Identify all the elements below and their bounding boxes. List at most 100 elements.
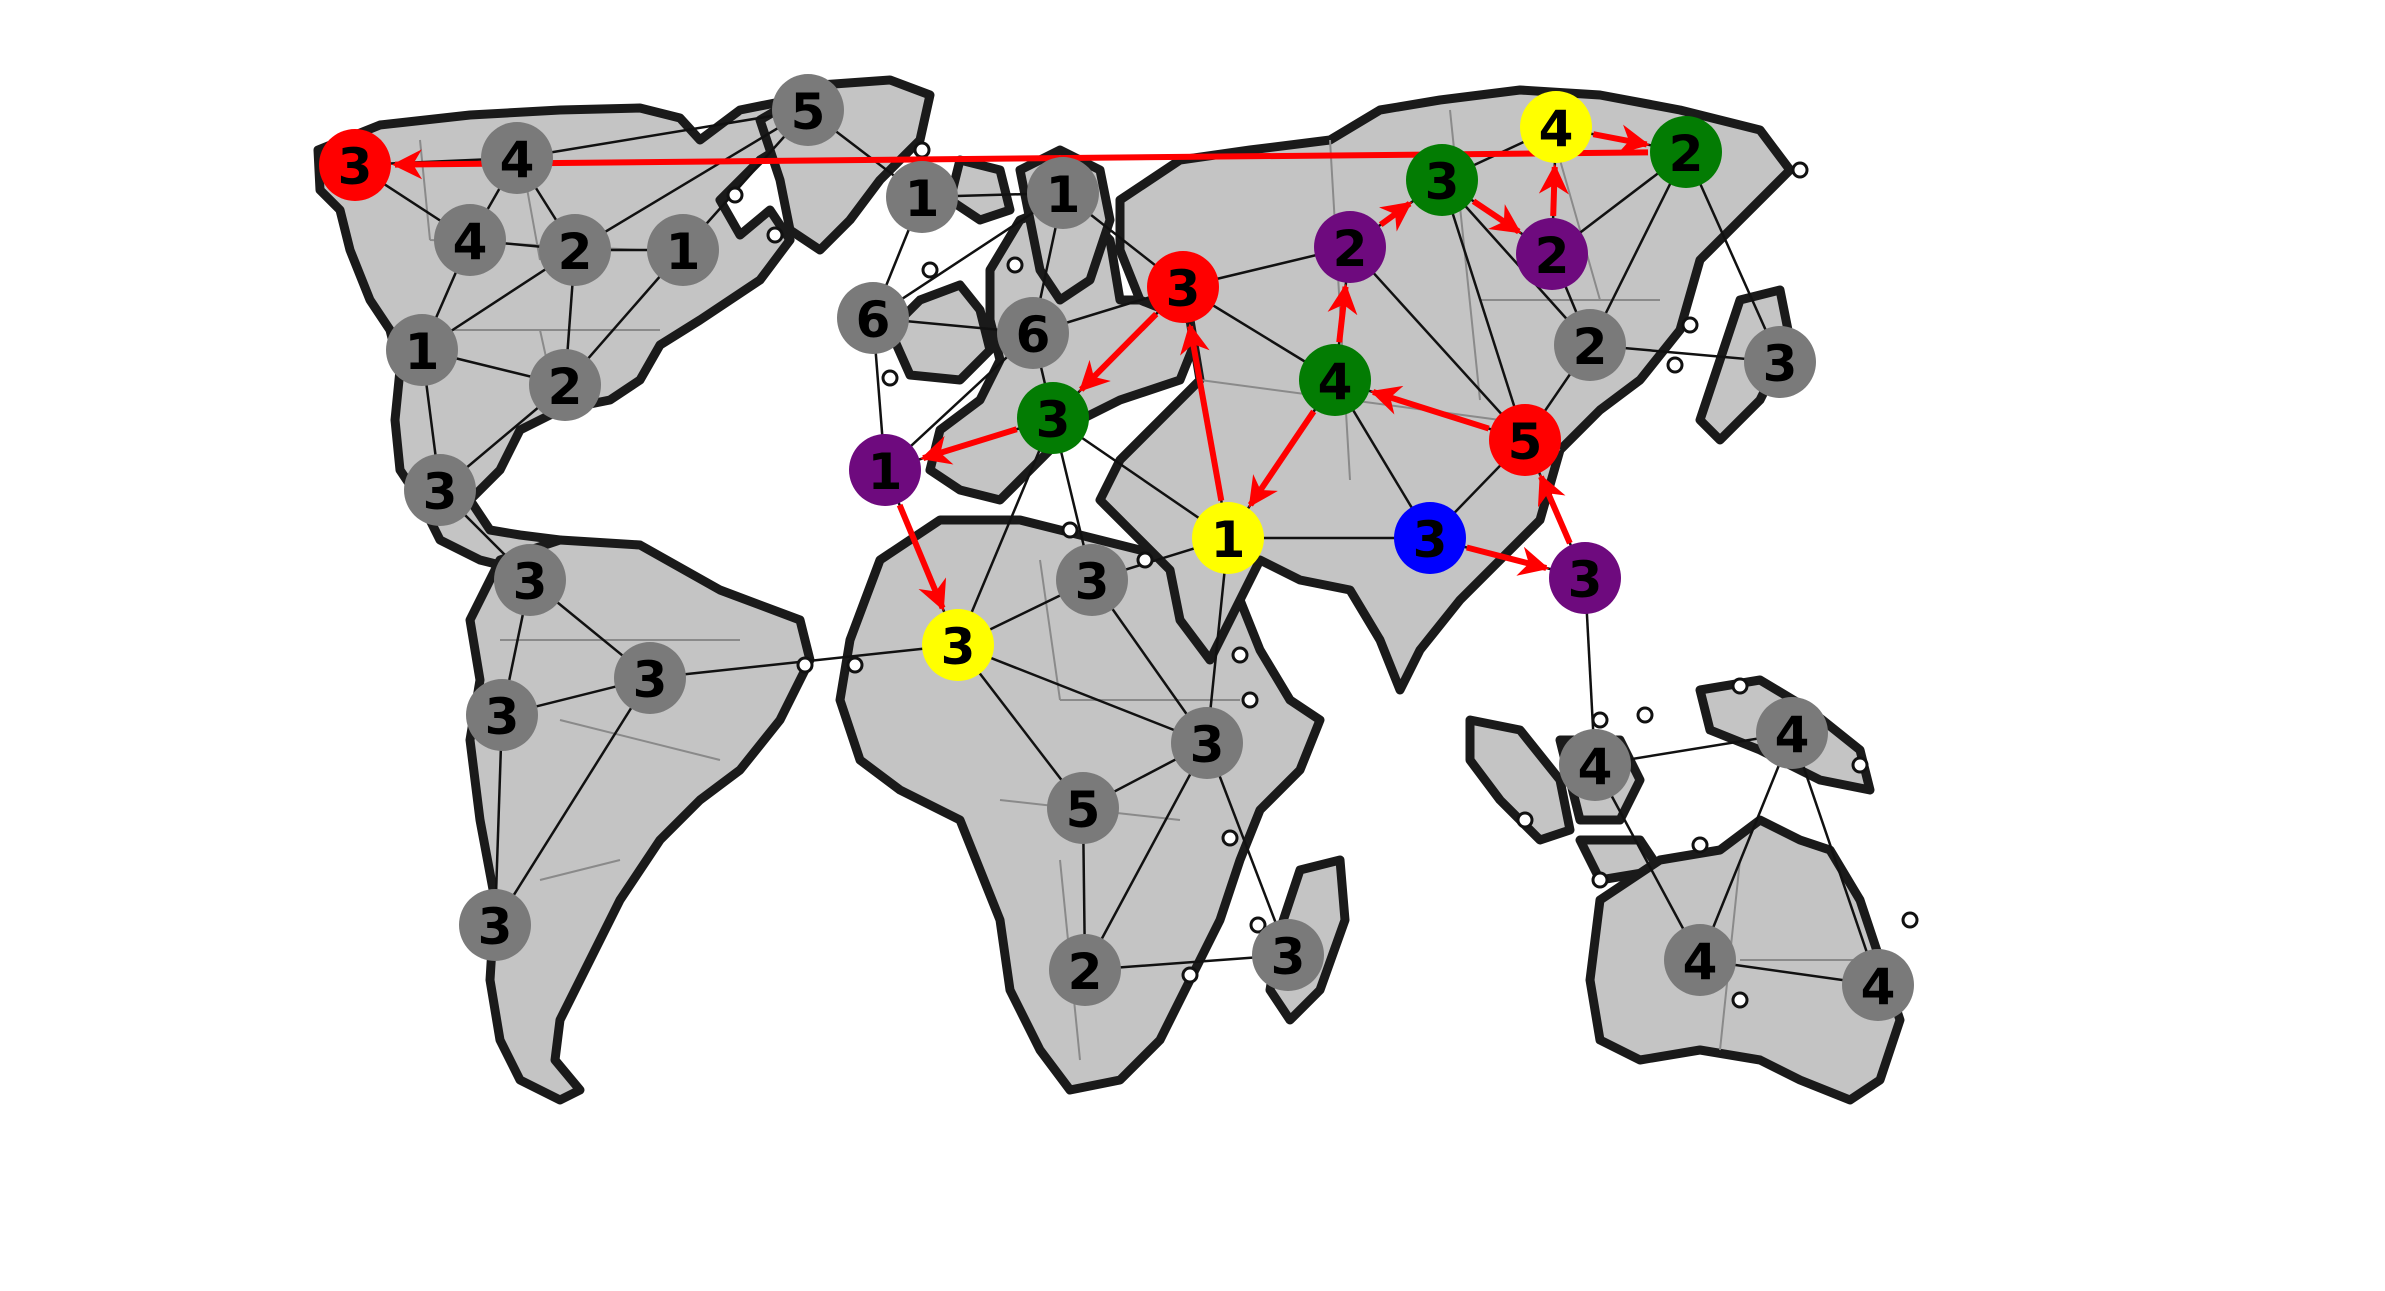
troop-count-label: 3 bbox=[338, 138, 373, 196]
territory-middle-east[interactable]: 1 bbox=[1192, 502, 1264, 574]
troop-count-label: 3 bbox=[1413, 511, 1448, 569]
territory-owner-marker[interactable] bbox=[404, 454, 476, 526]
territory-owner-marker[interactable] bbox=[1842, 949, 1914, 1021]
territory-scandinavia[interactable]: 1 bbox=[1027, 157, 1099, 229]
territory-iceland[interactable]: 1 bbox=[886, 161, 958, 233]
territory-owner-marker[interactable] bbox=[1664, 924, 1736, 996]
troop-count-label: 4 bbox=[500, 131, 535, 189]
territory-northern-europe[interactable]: 6 bbox=[997, 297, 1069, 369]
troop-count-label: 3 bbox=[1075, 553, 1110, 611]
territory-ural[interactable]: 2 bbox=[1314, 211, 1386, 283]
territory-owner-marker[interactable] bbox=[1171, 707, 1243, 779]
territory-owner-marker[interactable] bbox=[319, 129, 391, 201]
territory-eastern-australia[interactable]: 4 bbox=[1842, 949, 1914, 1021]
territory-mongolia[interactable]: 2 bbox=[1554, 309, 1626, 381]
territory-owner-marker[interactable] bbox=[1049, 934, 1121, 1006]
territory-argentina[interactable]: 3 bbox=[459, 889, 531, 961]
territory-irkutsk[interactable]: 2 bbox=[1516, 218, 1588, 290]
territory-china[interactable]: 5 bbox=[1489, 404, 1561, 476]
territory-owner-marker[interactable] bbox=[1549, 542, 1621, 614]
territory-owner-marker[interactable] bbox=[459, 889, 531, 961]
territory-owner-marker[interactable] bbox=[997, 297, 1069, 369]
territory-owner-marker[interactable] bbox=[1554, 309, 1626, 381]
territory-owner-marker[interactable] bbox=[1489, 404, 1561, 476]
attack-arrow-middle-east-to-ukraine bbox=[1180, 323, 1225, 502]
sea-port-marker bbox=[1241, 691, 1259, 709]
attack-arrow-afghanistan-to-ural bbox=[1327, 283, 1358, 343]
territory-india[interactable]: 3 bbox=[1394, 502, 1466, 574]
territory-owner-marker[interactable] bbox=[1314, 211, 1386, 283]
territory-owner-marker[interactable] bbox=[1027, 157, 1099, 229]
territory-eastern-us[interactable]: 2 bbox=[529, 349, 601, 421]
territory-owner-marker[interactable] bbox=[837, 282, 909, 354]
territory-greenland[interactable]: 5 bbox=[772, 74, 844, 146]
troop-count-label: 5 bbox=[1066, 781, 1101, 839]
territory-ontario[interactable]: 2 bbox=[539, 214, 611, 286]
territory-owner-marker[interactable] bbox=[1299, 344, 1371, 416]
territory-alberta[interactable]: 4 bbox=[434, 204, 506, 276]
territory-owner-marker[interactable] bbox=[849, 434, 921, 506]
territory-new-guinea[interactable]: 4 bbox=[1756, 697, 1828, 769]
territory-south-africa[interactable]: 2 bbox=[1049, 934, 1121, 1006]
territory-owner-marker[interactable] bbox=[1756, 697, 1828, 769]
territory-north-africa[interactable]: 3 bbox=[922, 609, 994, 681]
territory-alaska[interactable]: 3 bbox=[319, 129, 391, 201]
territory-brazil[interactable]: 3 bbox=[614, 642, 686, 714]
territory-afghanistan[interactable]: 4 bbox=[1299, 344, 1371, 416]
territory-madagascar[interactable]: 3 bbox=[1252, 919, 1324, 991]
territory-owner-marker[interactable] bbox=[1252, 919, 1324, 991]
connection-greenland-ontario bbox=[574, 108, 809, 252]
troop-count-label: 5 bbox=[791, 83, 826, 141]
territory-western-australia[interactable]: 4 bbox=[1664, 924, 1736, 996]
territory-egypt[interactable]: 3 bbox=[1056, 544, 1128, 616]
territory-owner-marker[interactable] bbox=[922, 609, 994, 681]
territory-owner-marker[interactable] bbox=[647, 214, 719, 286]
territory-owner-marker[interactable] bbox=[1650, 116, 1722, 188]
territory-east-africa[interactable]: 3 bbox=[1171, 707, 1243, 779]
territory-owner-marker[interactable] bbox=[434, 204, 506, 276]
territory-owner-marker[interactable] bbox=[772, 74, 844, 146]
sea-port-marker bbox=[921, 261, 939, 279]
territory-western-us[interactable]: 1 bbox=[386, 314, 458, 386]
territory-owner-marker[interactable] bbox=[1520, 91, 1592, 163]
territory-owner-marker[interactable] bbox=[481, 122, 553, 194]
territory-western-europe[interactable]: 1 bbox=[849, 434, 921, 506]
territory-congo[interactable]: 5 bbox=[1047, 772, 1119, 844]
troop-count-label: 1 bbox=[1046, 166, 1081, 224]
territory-ukraine[interactable]: 3 bbox=[1147, 251, 1219, 323]
territory-peru[interactable]: 3 bbox=[466, 679, 538, 751]
territory-owner-marker[interactable] bbox=[494, 544, 566, 616]
troop-count-label: 2 bbox=[1669, 125, 1704, 183]
territory-venezuela[interactable]: 3 bbox=[494, 544, 566, 616]
territory-owner-marker[interactable] bbox=[1056, 544, 1128, 616]
territory-indonesia[interactable]: 4 bbox=[1559, 729, 1631, 801]
territory-great-britain[interactable]: 6 bbox=[837, 282, 909, 354]
africa-borders bbox=[999, 559, 1240, 1061]
territory-central-america[interactable]: 3 bbox=[404, 454, 476, 526]
territory-owner-marker[interactable] bbox=[1047, 772, 1119, 844]
territory-owner-marker[interactable] bbox=[539, 214, 611, 286]
territory-owner-marker[interactable] bbox=[1744, 326, 1816, 398]
territory-owner-marker[interactable] bbox=[614, 642, 686, 714]
territory-owner-marker[interactable] bbox=[466, 679, 538, 751]
sea-port-marker bbox=[881, 369, 899, 387]
territory-japan[interactable]: 3 bbox=[1744, 326, 1816, 398]
territory-owner-marker[interactable] bbox=[529, 349, 601, 421]
territory-owner-marker[interactable] bbox=[1394, 502, 1466, 574]
troop-count-label: 2 bbox=[1068, 943, 1103, 1001]
territory-owner-marker[interactable] bbox=[1147, 251, 1219, 323]
territory-owner-marker[interactable] bbox=[1559, 729, 1631, 801]
territory-owner-marker[interactable] bbox=[886, 161, 958, 233]
territory-northwest-territory[interactable]: 4 bbox=[481, 122, 553, 194]
territory-owner-marker[interactable] bbox=[386, 314, 458, 386]
territory-quebec[interactable]: 1 bbox=[647, 214, 719, 286]
territory-siberia[interactable]: 3 bbox=[1406, 144, 1478, 216]
territory-yakutsk[interactable]: 4 bbox=[1520, 91, 1592, 163]
territory-owner-marker[interactable] bbox=[1192, 502, 1264, 574]
territory-owner-marker[interactable] bbox=[1017, 382, 1089, 454]
territory-owner-marker[interactable] bbox=[1516, 218, 1588, 290]
territory-owner-marker[interactable] bbox=[1406, 144, 1478, 216]
territory-kamchatka[interactable]: 2 bbox=[1650, 116, 1722, 188]
territory-siam[interactable]: 3 bbox=[1549, 542, 1621, 614]
territory-southern-europe[interactable]: 3 bbox=[1017, 382, 1089, 454]
